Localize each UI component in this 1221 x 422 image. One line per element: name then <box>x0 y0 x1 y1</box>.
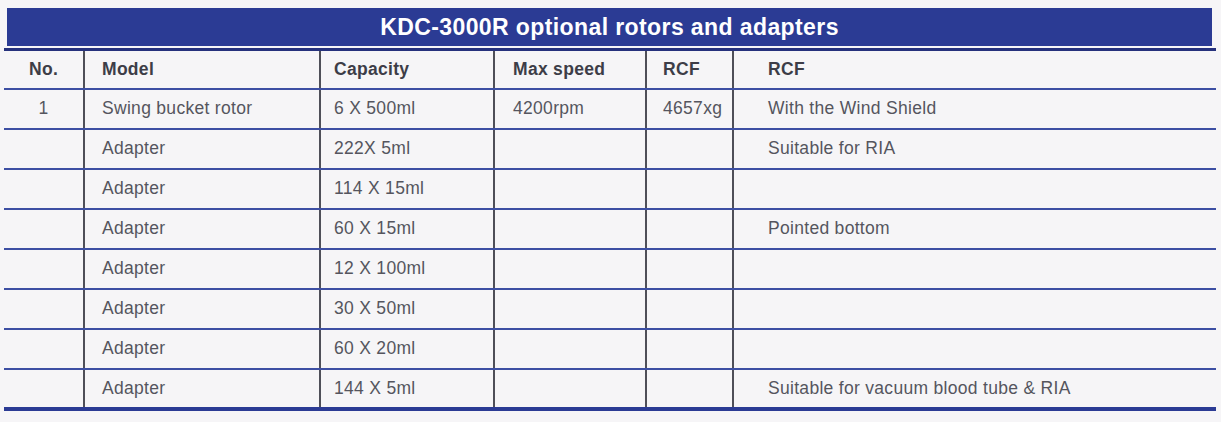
cell-model: Adapter <box>84 129 320 169</box>
cell-capacity: 12 X 100ml <box>320 249 494 289</box>
cell-rcf <box>646 289 733 329</box>
cell-rcf <box>646 249 733 289</box>
table-row: Adapter30 X 50ml <box>4 289 1216 329</box>
cell-model: Adapter <box>84 249 320 289</box>
cell-remark: Suitable for RIA <box>733 129 1216 169</box>
column-header-1: No. <box>4 50 84 89</box>
table-row: Adapter222X 5ml Suitable for RIA <box>4 129 1216 169</box>
cell-max_speed <box>494 329 646 369</box>
table-row: Adapter60 X 15ml Pointed bottom <box>4 209 1216 249</box>
cell-remark: Suitable for vacuum blood tube & RIA <box>733 369 1216 409</box>
cell-model: Adapter <box>84 209 320 249</box>
table-body: 1Swing bucket rotor6 X 500ml4200rpm4657x… <box>4 89 1216 409</box>
cell-model: Adapter <box>84 329 320 369</box>
cell-remark: With the Wind Shield <box>733 89 1216 129</box>
cell-remark <box>733 249 1216 289</box>
table-title: KDC-3000R optional rotors and adapters <box>7 8 1212 46</box>
cell-max_speed <box>494 289 646 329</box>
cell-max_speed <box>494 129 646 169</box>
cell-rcf <box>646 209 733 249</box>
table-row: 1Swing bucket rotor6 X 500ml4200rpm4657x… <box>4 89 1216 129</box>
cell-no <box>4 129 84 169</box>
cell-capacity: 60 X 15ml <box>320 209 494 249</box>
cell-no <box>4 329 84 369</box>
cell-rcf: 4657xg <box>646 89 733 129</box>
cell-remark <box>733 289 1216 329</box>
cell-rcf <box>646 369 733 409</box>
cell-no <box>4 289 84 329</box>
rotors-adapters-table: No.ModelCapacityMax speedRCFRCF 1Swing b… <box>4 48 1216 411</box>
cell-max_speed <box>494 249 646 289</box>
cell-max_speed <box>494 369 646 409</box>
cell-model: Adapter <box>84 289 320 329</box>
column-header-6: RCF <box>733 50 1216 89</box>
cell-remark <box>733 169 1216 209</box>
cell-max_speed: 4200rpm <box>494 89 646 129</box>
table-row: Adapter144 X 5ml Suitable for vacuum bloo… <box>4 369 1216 409</box>
table-header-row: No.ModelCapacityMax speedRCFRCF <box>4 50 1216 89</box>
table-row: Adapter114 X 15ml <box>4 169 1216 209</box>
cell-remark <box>733 329 1216 369</box>
cell-no <box>4 249 84 289</box>
table-row: Adapter60 X 20ml <box>4 329 1216 369</box>
cell-rcf <box>646 129 733 169</box>
cell-remark: Pointed bottom <box>733 209 1216 249</box>
page: KDC-3000R optional rotors and adapters N… <box>0 0 1221 422</box>
cell-model: Adapter <box>84 369 320 409</box>
column-header-2: Model <box>84 50 320 89</box>
cell-rcf <box>646 329 733 369</box>
cell-no <box>4 369 84 409</box>
cell-no <box>4 209 84 249</box>
cell-no: 1 <box>4 89 84 129</box>
column-header-5: RCF <box>646 50 733 89</box>
cell-max_speed <box>494 209 646 249</box>
table-row: Adapter12 X 100ml <box>4 249 1216 289</box>
cell-model: Swing bucket rotor <box>84 89 320 129</box>
column-header-3: Capacity <box>320 50 494 89</box>
cell-capacity: 6 X 500ml <box>320 89 494 129</box>
cell-capacity: 30 X 50ml <box>320 289 494 329</box>
column-header-4: Max speed <box>494 50 646 89</box>
cell-rcf <box>646 169 733 209</box>
cell-max_speed <box>494 169 646 209</box>
cell-capacity: 144 X 5ml <box>320 369 494 409</box>
cell-no <box>4 169 84 209</box>
cell-capacity: 114 X 15ml <box>320 169 494 209</box>
cell-model: Adapter <box>84 169 320 209</box>
cell-capacity: 222X 5ml <box>320 129 494 169</box>
cell-capacity: 60 X 20ml <box>320 329 494 369</box>
